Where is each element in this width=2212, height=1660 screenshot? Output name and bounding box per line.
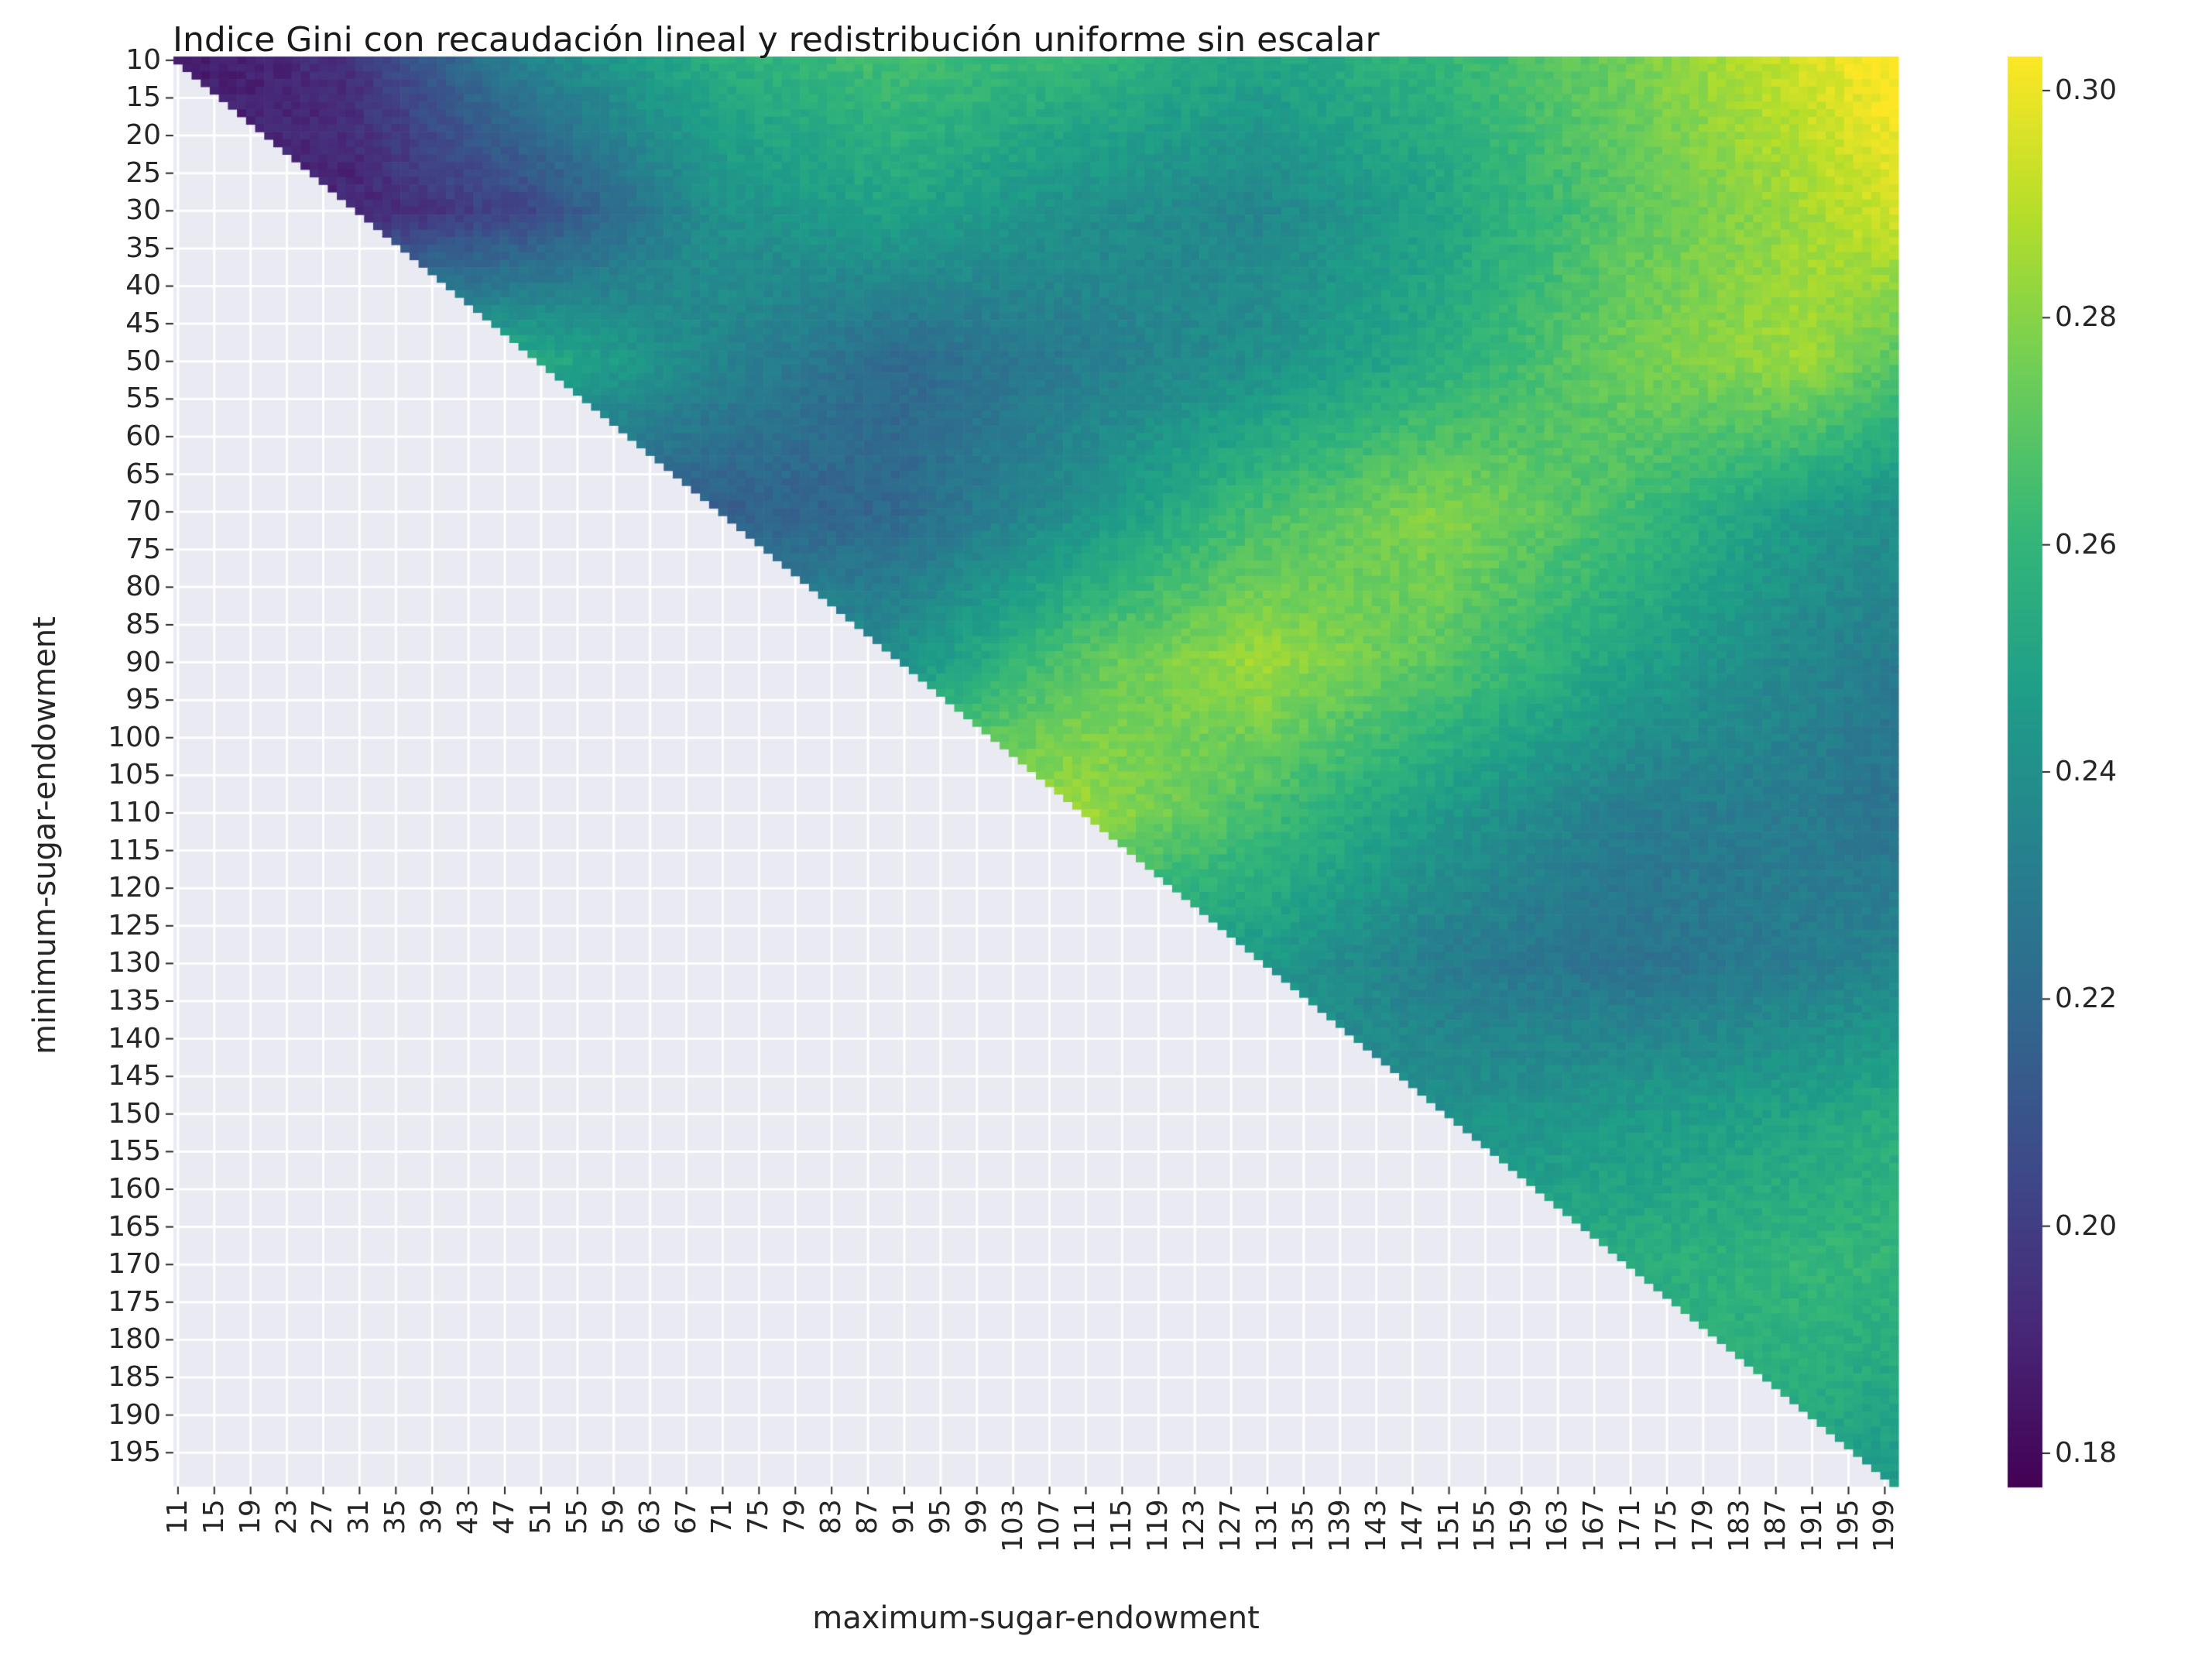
x-tick-label: 15 (197, 1498, 230, 1535)
y-tick-label: 170 (108, 1248, 161, 1281)
x-tick-label: 43 (452, 1498, 485, 1535)
x-tick-label: 75 (742, 1498, 775, 1535)
x-tick-label: 119 (1142, 1498, 1175, 1552)
x-tick-label: 163 (1542, 1498, 1574, 1552)
x-tick-label: 11 (161, 1498, 194, 1535)
colorbar-tick-label: 0.18 (2055, 1437, 2118, 1469)
x-tick-label: 23 (270, 1498, 303, 1535)
y-tick-label: 40 (125, 269, 161, 302)
x-tick-label: 31 (343, 1498, 376, 1535)
x-tick-label: 79 (779, 1498, 811, 1535)
x-tick-label: 87 (852, 1498, 884, 1535)
chart-title: Indice Gini con recaudación lineal y red… (173, 20, 1380, 60)
y-tick-label: 150 (108, 1097, 161, 1130)
x-tick-label: 111 (1069, 1498, 1102, 1552)
y-tick-label: 45 (125, 307, 161, 340)
y-tick-label: 25 (125, 156, 161, 189)
y-axis-label: minimum-sugar-endowment (27, 616, 63, 1055)
colorbar-tick-label: 0.28 (2055, 301, 2118, 334)
x-tick-label: 35 (379, 1498, 412, 1535)
colorbar-tick-label: 0.26 (2055, 528, 2118, 561)
x-tick-label: 175 (1650, 1498, 1682, 1552)
y-tick-label: 15 (125, 81, 161, 114)
y-tick-label: 185 (108, 1361, 161, 1394)
x-tick-label: 107 (1033, 1498, 1065, 1552)
colorbar-tick-label: 0.22 (2055, 983, 2118, 1015)
y-tick-label: 110 (108, 796, 161, 828)
x-tick-label: 83 (815, 1498, 848, 1535)
x-tick-label: 19 (234, 1498, 266, 1535)
x-axis-label: maximum-sugar-endowment (812, 1600, 1260, 1636)
colorbar-tick-label: 0.20 (2055, 1209, 2118, 1242)
x-tick-label: 55 (561, 1498, 593, 1535)
y-tick-label: 50 (125, 345, 161, 377)
y-tick-label: 35 (125, 232, 161, 264)
y-tick-label: 65 (125, 458, 161, 490)
x-tick-label: 195 (1832, 1498, 1864, 1552)
y-tick-label: 90 (125, 646, 161, 678)
x-tick-label: 135 (1287, 1498, 1319, 1552)
x-tick-label: 151 (1432, 1498, 1465, 1552)
y-tick-label: 115 (108, 834, 161, 866)
x-tick-label: 155 (1469, 1498, 1501, 1552)
y-tick-label: 80 (125, 571, 161, 603)
y-tick-label: 10 (125, 43, 161, 76)
y-tick-label: 160 (108, 1173, 161, 1206)
x-tick-label: 139 (1323, 1498, 1356, 1552)
x-tick-label: 143 (1360, 1498, 1392, 1552)
x-tick-label: 39 (416, 1498, 448, 1535)
y-tick-label: 85 (125, 608, 161, 640)
y-tick-label: 70 (125, 496, 161, 528)
x-tick-label: 191 (1795, 1498, 1828, 1552)
x-tick-label: 199 (1868, 1498, 1901, 1552)
y-tick-label: 140 (108, 1022, 161, 1055)
x-tick-label: 187 (1759, 1498, 1792, 1552)
y-tick-label: 195 (108, 1436, 161, 1469)
y-tick-label: 175 (108, 1285, 161, 1318)
y-tick-label: 125 (108, 909, 161, 941)
x-tick-label: 183 (1723, 1498, 1755, 1552)
x-tick-label: 127 (1215, 1498, 1247, 1552)
y-tick-label: 135 (108, 984, 161, 1017)
x-tick-label: 147 (1396, 1498, 1428, 1552)
y-tick-label: 165 (108, 1210, 161, 1243)
x-tick-label: 99 (960, 1498, 993, 1535)
x-tick-label: 159 (1505, 1498, 1538, 1552)
x-tick-label: 131 (1251, 1498, 1284, 1552)
y-tick-label: 155 (108, 1135, 161, 1168)
y-tick-label: 120 (108, 872, 161, 904)
y-tick-label: 30 (125, 194, 161, 227)
x-tick-label: 179 (1686, 1498, 1719, 1552)
y-tick-label: 60 (125, 420, 161, 452)
y-tick-label: 20 (125, 119, 161, 152)
x-tick-label: 123 (1178, 1498, 1211, 1552)
x-tick-label: 95 (924, 1498, 956, 1535)
x-tick-label: 63 (633, 1498, 666, 1535)
x-tick-label: 47 (489, 1498, 520, 1535)
x-tick-label: 51 (524, 1498, 557, 1535)
x-tick-label: 167 (1578, 1498, 1610, 1552)
x-tick-label: 91 (887, 1498, 920, 1535)
x-tick-label: 67 (670, 1498, 702, 1535)
colorbar-tick-label: 0.30 (2055, 74, 2118, 106)
y-tick-label: 105 (108, 759, 161, 791)
y-tick-label: 180 (108, 1323, 161, 1356)
y-tick-label: 55 (125, 382, 161, 415)
y-tick-label: 100 (108, 721, 161, 753)
x-tick-label: 71 (706, 1498, 739, 1535)
x-tick-label: 27 (307, 1498, 339, 1535)
x-tick-label: 103 (996, 1498, 1029, 1552)
x-tick-label: 115 (1106, 1498, 1138, 1552)
y-tick-label: 75 (125, 533, 161, 565)
x-tick-label: 171 (1614, 1498, 1647, 1552)
x-tick-label: 59 (597, 1498, 629, 1535)
y-tick-label: 145 (108, 1060, 161, 1092)
y-tick-label: 130 (108, 947, 161, 979)
colorbar-tick-label: 0.24 (2055, 756, 2118, 787)
y-tick-label: 190 (108, 1398, 161, 1431)
y-tick-label: 95 (125, 684, 161, 716)
